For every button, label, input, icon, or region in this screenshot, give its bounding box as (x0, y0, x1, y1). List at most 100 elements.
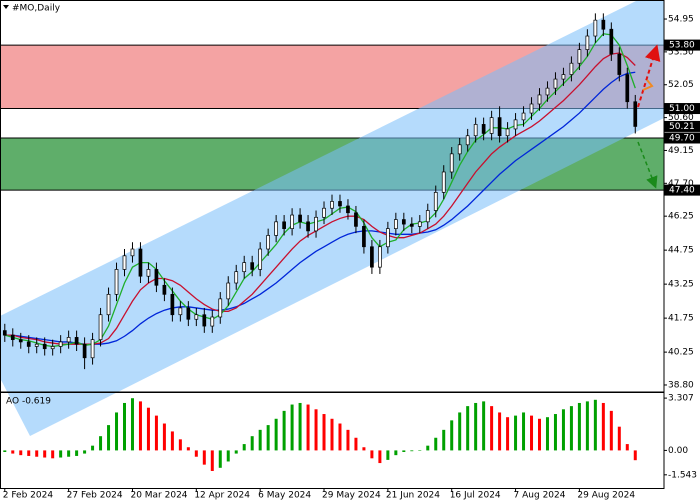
candle-body (633, 101, 638, 127)
y-tick-label: -1.543 (668, 470, 697, 480)
candle-body (74, 337, 79, 345)
ao-bar (322, 414, 326, 451)
level-label: 47.40 (669, 186, 695, 196)
ao-bar (99, 436, 103, 451)
candle-body (250, 262, 255, 270)
candle-body (553, 78, 558, 89)
ao-bar (314, 409, 318, 451)
candle-body (513, 119, 518, 130)
ao-bar (577, 402, 581, 451)
ao-bar (35, 450, 39, 457)
ao-bar (593, 399, 597, 451)
moving-average (4, 33, 636, 348)
ao-bar (83, 450, 87, 454)
x-tick-label: 27 Feb 2024 (67, 491, 123, 500)
moving-average (4, 52, 636, 345)
ao-bar (362, 447, 366, 451)
ao-bar (378, 450, 382, 464)
y-tick-label: 44.75 (668, 246, 694, 256)
ao-bar (282, 410, 286, 451)
candle-body (18, 339, 23, 343)
ao-bar (418, 450, 422, 451)
candle-body (66, 337, 71, 343)
candle-body (370, 246, 374, 268)
ao-bar (482, 401, 486, 451)
candle-body (98, 314, 103, 341)
ao-bar (130, 398, 134, 451)
ao-bar (370, 450, 374, 459)
ao-bar (27, 450, 31, 456)
candle-body (354, 212, 358, 227)
y-tick-label: 54.95 (668, 15, 694, 25)
x-tick-label: 29 Aug 2024 (577, 491, 635, 500)
x-tick-label: 16 Jul 2024 (450, 491, 501, 500)
ao-bar (146, 407, 150, 451)
candle-body (401, 219, 406, 225)
ao-bar (538, 418, 541, 451)
ao-bar (274, 418, 278, 451)
ao-bar (617, 426, 621, 451)
candle-body (154, 269, 159, 286)
ao-bar (442, 429, 446, 451)
candle-body (545, 87, 550, 96)
ao-bar (466, 406, 470, 451)
candle-body (585, 35, 590, 50)
y-tick-label: 46.25 (668, 212, 694, 222)
ao-bar (123, 402, 126, 451)
y-tick-label: 49.15 (668, 146, 694, 156)
ao-bar (186, 447, 190, 451)
candle-body (298, 214, 302, 223)
candle-body (465, 135, 470, 146)
ao-frame (0, 392, 665, 489)
ao-bar (330, 418, 334, 451)
ao-bar (258, 429, 262, 451)
y-tick-label: 47.70 (668, 179, 694, 189)
ao-bar (170, 431, 174, 451)
candle-body (338, 201, 342, 207)
candle-body (433, 192, 438, 211)
ao-bar (601, 402, 605, 451)
candle-body (186, 307, 191, 320)
candle-body (393, 219, 398, 229)
candle-body (330, 201, 334, 209)
candle-body (425, 210, 430, 223)
ao-bar (266, 425, 270, 451)
candle-body (378, 246, 382, 268)
ao-bar (490, 406, 494, 451)
candle-body (593, 19, 598, 37)
candle-body (26, 341, 31, 347)
ao-bar (178, 439, 182, 451)
ao-bar (210, 450, 214, 471)
ao-bar (514, 415, 518, 451)
candle-body (122, 255, 127, 270)
candle-body (441, 171, 446, 193)
ao-bar (51, 450, 55, 459)
candle-body (202, 314, 207, 327)
candle-body (258, 248, 263, 270)
ao-bar (306, 404, 310, 451)
ao-bar (346, 429, 350, 451)
candle-body (130, 248, 135, 257)
x-tick-label: 6 May 2024 (258, 491, 311, 500)
ao-bar (250, 436, 254, 451)
ao-bar (3, 450, 7, 452)
candle-body (146, 269, 151, 277)
trend-channel (0, 0, 664, 436)
candle-body (609, 28, 614, 55)
moving-average (4, 71, 636, 345)
candle-body (409, 223, 414, 227)
forecast-arrow-down (637, 141, 658, 189)
candle-body (234, 271, 239, 284)
ao-bar (553, 414, 557, 451)
candle-body (625, 74, 630, 103)
candle-body (274, 221, 278, 236)
ao-bar (202, 450, 206, 465)
ao-bar (569, 406, 573, 451)
ao-bar (450, 420, 454, 451)
candle-body (569, 62, 574, 75)
ao-bar (75, 450, 79, 456)
ao-bar (545, 417, 549, 451)
ao-bar (561, 409, 565, 451)
ao-bar (298, 402, 302, 451)
x-tick-label: 12 Apr 2024 (194, 491, 250, 500)
